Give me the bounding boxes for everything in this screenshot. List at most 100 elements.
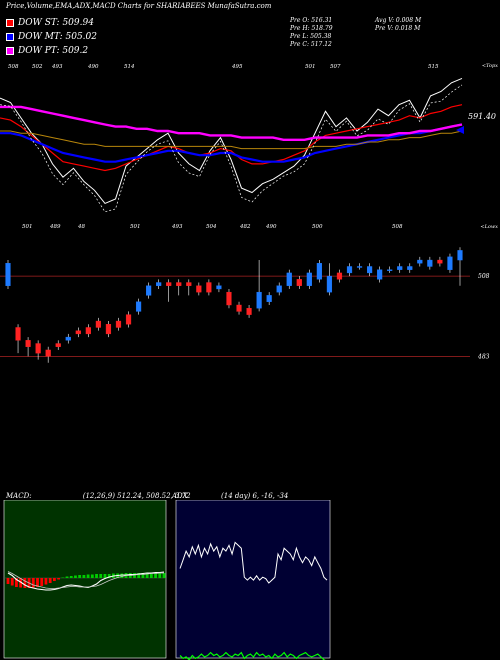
macd-hist-bar [95,574,98,578]
candle-body [55,343,61,347]
macd-hist-bar [36,578,39,587]
candle-body [45,349,51,357]
macd-label: MACD: (12,26,9) 512.24, 508.52, 3.72 [6,492,191,500]
legend-swatch-icon [6,32,14,41]
candle-body [457,250,463,261]
legend-label: DOW PT: 509.2 [18,46,89,56]
candle-body [176,282,182,286]
macd-hist-bar [23,578,27,588]
legend-label: DOW ST: 509.94 [18,18,94,28]
candle-body [15,327,21,341]
last-price-label: 591.40 [468,112,496,121]
bottom-swing-label: 508 [392,224,403,230]
macd-hist-bar [149,573,153,578]
series-line-dashed [0,84,463,213]
macd-hist-bar [69,576,73,578]
price-ema-chart: 508 502 493 490 514 495 501 507 515 501 489 48 501 49… [0,63,498,230]
bottom-swing-label: 501 [22,224,33,230]
candle-body [246,308,252,315]
macd-hist-bar [48,578,52,583]
macd-hist-bar [40,578,44,586]
top-swing-label: 495 [231,64,243,70]
macd-chart [3,500,167,659]
macd-hist-bar [99,574,103,578]
macd-hist-bar [61,577,65,578]
candle-body [85,327,91,335]
bottom-swing-label: 501 [130,224,141,230]
candle-body [125,314,132,325]
candle-body [135,301,142,312]
prev-volume: Pre V: 0.018 M [375,25,421,32]
candle-body [387,269,393,271]
legend-label: DOW MT: 505.02 [18,32,97,42]
legend-dow-mt: DOW MT: 505.02 [6,32,97,44]
axis-label-483: 483 [477,353,490,360]
macd-hist-bar [141,573,145,578]
candle-body [256,291,262,309]
macd-hist-bar [6,578,10,584]
candle-body [25,340,31,347]
candle-body [156,282,162,286]
candle-body [65,336,71,341]
macd-hist-bar [31,578,35,588]
candle-body [286,272,292,286]
candle-body [346,266,353,274]
candlestick-chart: 508 483 [0,247,490,363]
macd-hist-bar [52,578,56,581]
macd-panel-bg [3,500,167,659]
adx-params: (14 day) 6, -16, -34 [221,492,289,500]
candle-body [316,263,322,280]
candle-body [266,295,272,302]
candle-body [377,269,383,280]
adx-line-0 [179,541,328,584]
candle-body [296,279,302,286]
price-marker-icon [456,126,464,134]
candle-body [236,304,242,312]
candle-body [95,320,102,328]
top-swing-label: 490 [87,64,99,70]
legend-dow-st: DOW ST: 509.94 [6,18,94,30]
ohlc-high: Pre H: 518.79 [290,25,333,32]
candle-body [397,266,403,270]
adx-line-1 [179,651,326,660]
candle-body [196,285,202,293]
candle-body [5,263,11,286]
series-line-3 [0,105,463,142]
adx-title: ADX [172,492,188,500]
candle-body [417,259,423,264]
macd-hist-bar [120,573,124,578]
lowx-label: <Lowx [480,224,498,230]
macd-hist-bar [162,573,166,578]
macd-hist-bar [103,574,107,578]
macd-title: MACD: [6,492,32,500]
series-line-0 [0,77,463,205]
ohlc-close: Pre C: 517.12 [290,41,332,48]
macd-hist-bar [15,578,18,587]
top-swing-label: 502 [32,64,43,70]
candle-body [326,275,333,293]
macd-hist-bar [145,573,149,578]
macd-hist-bar [19,578,23,588]
macd-hist-bar [133,573,136,578]
candle-body [206,282,212,293]
legend-dow-pt: DOW PT: 509.2 [6,46,88,58]
top-swing-label: 515 [428,64,439,70]
macd-hist-bar [78,575,82,578]
top-swing-label: 493 [51,64,63,70]
macd-hist-bar [65,576,69,578]
candle-body [367,266,373,274]
macd-hist-bar [10,578,14,586]
candle-body [186,282,192,286]
macd-params: (12,26,9) 512.24, 508.52, 3.72 [82,492,191,500]
candle-body [447,256,453,270]
macd-hist-bar [57,578,60,580]
candle-body [105,324,112,335]
candle-body [306,272,312,286]
axis-label-508: 508 [478,273,490,280]
candle-body [146,285,152,296]
bottom-swing-label: 500 [312,224,323,230]
avg-volume: Avg V: 0.008 M [375,17,422,24]
candle-body [75,330,81,335]
macd-hist-bar [158,573,162,578]
bottom-swing-label: 482 [239,224,251,230]
